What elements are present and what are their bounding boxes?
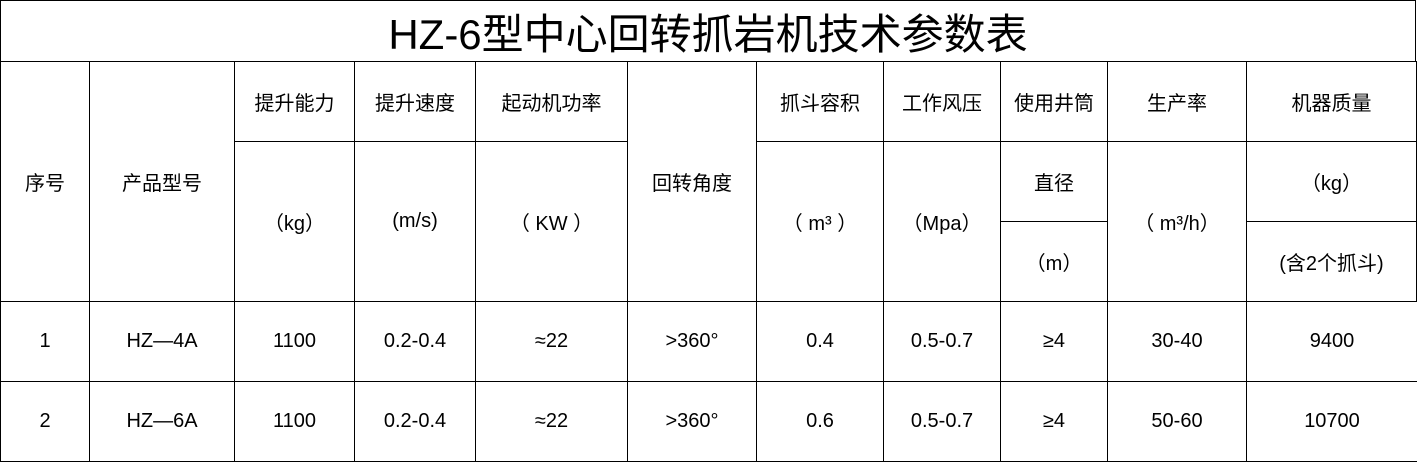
header-lift-capacity-unit: （kg） <box>234 141 355 302</box>
cell-motor-power: ≈22 <box>475 301 628 382</box>
cell-lift-capacity: 1100 <box>234 301 355 382</box>
cell-lift-speed: 0.2-0.4 <box>354 381 476 462</box>
cell-lift-capacity: 1100 <box>234 381 355 462</box>
cell-productivity: 50-60 <box>1107 381 1247 462</box>
cell-model: HZ—6A <box>89 381 235 462</box>
cell-motor-power: ≈22 <box>475 381 628 462</box>
cell-air-pressure: 0.5-0.7 <box>883 301 1001 382</box>
cell-air-pressure: 0.5-0.7 <box>883 381 1001 462</box>
cell-productivity: 30-40 <box>1107 301 1247 382</box>
header-shaft-unit: （m） <box>1000 221 1108 302</box>
header-index: 序号 <box>0 61 90 302</box>
table-title: HZ-6型中心回转抓岩机技术参数表 <box>0 0 1416 62</box>
header-rotation-angle: 回转角度 <box>627 61 757 302</box>
header-motor-power-unit: （ KW ） <box>475 141 628 302</box>
cell-rotation-angle: >360° <box>627 381 757 462</box>
cell-mass: 9400 <box>1246 301 1417 382</box>
header-bucket-volume-unit: （ m³ ） <box>756 141 884 302</box>
header-shaft-diameter: 直径 <box>1000 141 1108 222</box>
header-model: 产品型号 <box>89 61 235 302</box>
cell-bucket-volume: 0.4 <box>756 301 884 382</box>
header-lift-speed: 提升速度 <box>354 61 476 142</box>
cell-shaft-diameter: ≥4 <box>1000 381 1108 462</box>
cell-model: HZ—4A <box>89 301 235 382</box>
header-mass: 机器质量 <box>1246 61 1417 142</box>
header-productivity-unit: （ m³/h） <box>1107 141 1247 302</box>
cell-index: 2 <box>0 381 90 462</box>
header-air-pressure-unit: （Mpa） <box>883 141 1001 302</box>
header-motor-power: 起动机功率 <box>475 61 628 142</box>
header-mass-unit: （kg） <box>1246 141 1417 222</box>
cell-index: 1 <box>0 301 90 382</box>
header-shaft: 使用井筒 <box>1000 61 1108 142</box>
header-lift-speed-unit: (m/s) <box>354 141 476 302</box>
cell-mass: 10700 <box>1246 381 1417 462</box>
cell-rotation-angle: >360° <box>627 301 757 382</box>
cell-shaft-diameter: ≥4 <box>1000 301 1108 382</box>
header-productivity: 生产率 <box>1107 61 1247 142</box>
header-lift-capacity: 提升能力 <box>234 61 355 142</box>
header-bucket-volume: 抓斗容积 <box>756 61 884 142</box>
cell-bucket-volume: 0.6 <box>756 381 884 462</box>
cell-lift-speed: 0.2-0.4 <box>354 301 476 382</box>
header-air-pressure: 工作风压 <box>883 61 1001 142</box>
header-mass-note: (含2个抓斗) <box>1246 221 1417 302</box>
